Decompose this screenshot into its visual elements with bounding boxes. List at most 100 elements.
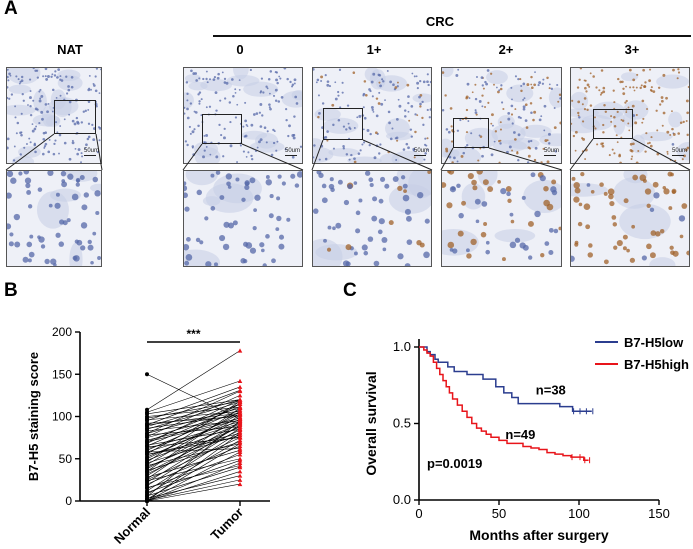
significance-stars: *** — [186, 327, 200, 341]
pair-line — [146, 399, 241, 444]
tumor-point — [237, 456, 243, 461]
pair-line — [146, 483, 241, 502]
n-low-label: n=38 — [536, 382, 566, 397]
tumor-point — [237, 437, 243, 443]
y-axis-label: Overall survival — [363, 371, 379, 475]
tumor-point — [237, 473, 243, 478]
normal-point — [145, 463, 149, 468]
pair-line — [146, 380, 241, 413]
zoom-region-box — [54, 100, 96, 134]
y-tick-label: 0 — [65, 494, 72, 508]
pair-line — [146, 401, 241, 463]
pair-line — [146, 414, 241, 480]
tumor-point — [237, 434, 243, 439]
pair-line — [146, 471, 241, 502]
nat-zoom-image — [6, 170, 102, 267]
tumor-point — [237, 384, 243, 389]
pair-line — [146, 395, 241, 438]
pair-line — [146, 406, 241, 447]
x-tick-label: 50 — [492, 506, 506, 521]
x-tick-label: 0 — [415, 506, 422, 521]
scale-bar — [544, 155, 556, 156]
pair-line — [146, 419, 241, 443]
p-value-label: p=0.0019 — [427, 456, 482, 471]
pair-line — [146, 350, 241, 410]
scale-bar — [84, 155, 96, 156]
zoom-region-box — [323, 108, 363, 140]
scale-bar-label: 50um — [84, 148, 100, 154]
pair-line — [146, 436, 241, 455]
pair-line — [146, 403, 241, 443]
tumor-point — [237, 388, 243, 394]
pair-line — [146, 390, 241, 426]
tumor-point — [237, 449, 243, 454]
survival-chart: 0.0 0.5 1.0 0 50 100 150 B7-H5low B7-H5high n=38 n… — [363, 335, 689, 543]
crc-score-1-zoom-image — [312, 170, 432, 267]
y-tick-label: 0.0 — [393, 492, 411, 507]
pair-line — [146, 411, 241, 465]
tumor-point — [237, 410, 243, 416]
score-label-3: 3+ — [624, 42, 640, 57]
normal-point — [145, 485, 149, 490]
score-label-2: 2+ — [498, 42, 514, 57]
scale-bar-label: 50um — [544, 148, 560, 154]
y-tick-label: 50 — [59, 452, 73, 466]
y-axis-label: B7-H5 staining score — [26, 352, 41, 481]
pair-line — [146, 412, 241, 426]
tumor-point — [237, 452, 243, 457]
scale-bar — [285, 155, 297, 156]
pair-line — [146, 386, 241, 422]
tumor-point — [237, 431, 243, 436]
x-tick-label: Tumor — [208, 505, 247, 544]
panel-b-label: B — [4, 280, 18, 301]
normal-point — [145, 431, 149, 436]
tumor-point — [237, 443, 243, 449]
pair-line — [146, 417, 241, 458]
crc-score-2-zoom-image — [441, 170, 562, 267]
pair-line — [146, 407, 241, 472]
nat-label: NAT — [57, 42, 83, 57]
x-tick-label: Normal — [111, 505, 153, 547]
scale-bar-label: 50um — [672, 148, 688, 154]
pair-line — [146, 422, 241, 453]
normal-point — [145, 470, 149, 475]
zoom-region-box — [593, 109, 633, 139]
tumor-point — [237, 481, 243, 487]
legend-label: B7-H5low — [624, 335, 684, 350]
pair-line — [146, 479, 241, 501]
pair-line — [146, 445, 241, 485]
pair-line — [146, 409, 241, 451]
tumor-point — [237, 405, 243, 411]
scale-bar — [672, 155, 684, 156]
tumor-point — [237, 418, 243, 423]
low-survival-curve — [419, 346, 592, 413]
tumor-point — [237, 441, 243, 446]
pair-line — [146, 428, 241, 487]
legend-label: B7-H5high — [624, 357, 689, 372]
y-tick-label: 1.0 — [393, 339, 411, 354]
n-high-label: n=49 — [505, 427, 535, 442]
scale-bar — [414, 155, 426, 156]
panel-c-label: C — [343, 280, 357, 301]
pair-line — [146, 458, 241, 482]
normal-point — [145, 372, 149, 377]
score-label-0: 0 — [236, 42, 244, 57]
pair-line — [146, 465, 241, 488]
crc-group-label: CRC — [425, 14, 455, 29]
y-tick-label: 100 — [52, 410, 72, 424]
y-tick-label: 0.5 — [393, 416, 411, 431]
x-tick-label: 150 — [648, 506, 670, 521]
score-label-1: 1+ — [366, 42, 382, 57]
tumor-point — [237, 446, 243, 451]
zoom-region-box — [453, 118, 489, 148]
tumor-point — [237, 348, 243, 353]
high-survival-curve — [419, 346, 589, 461]
pair-line — [146, 412, 241, 438]
tumor-point — [237, 401, 243, 406]
tumor-point — [237, 378, 243, 384]
pair-line — [146, 466, 241, 497]
scale-bar-label: 50um — [285, 148, 301, 154]
normal-point — [145, 422, 149, 427]
normal-point — [145, 452, 149, 457]
pair-line — [146, 437, 241, 448]
